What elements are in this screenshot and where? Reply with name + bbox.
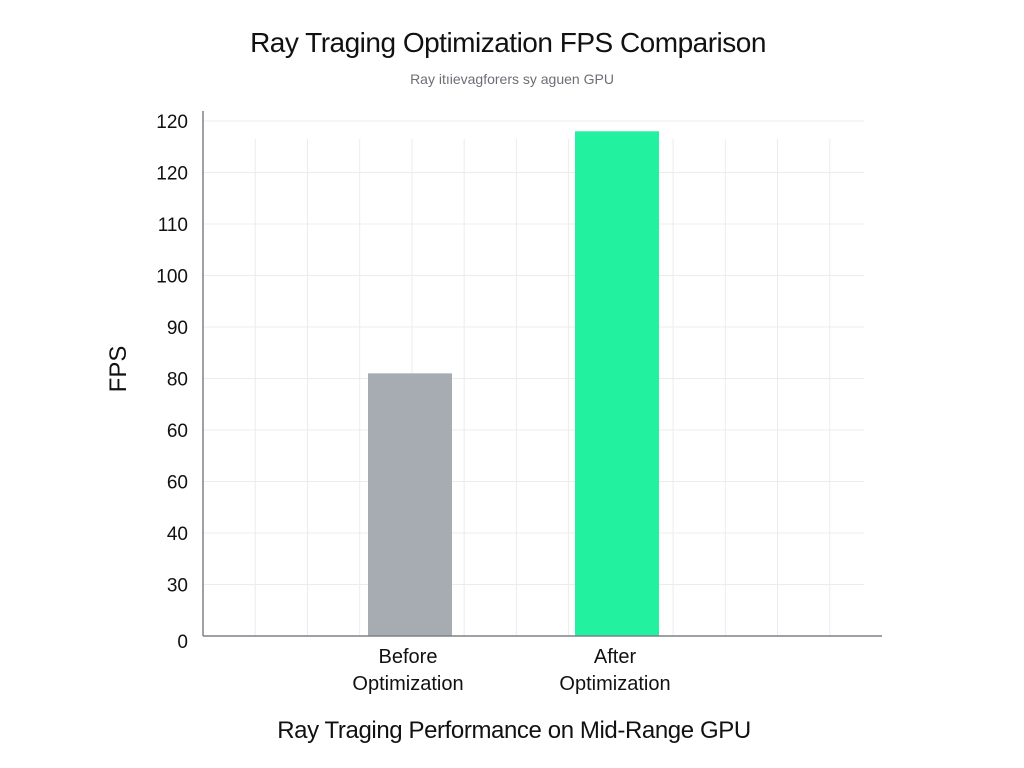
y-tick-label: 110	[158, 215, 188, 236]
grid	[203, 120, 864, 636]
y-tick-label: 40	[167, 524, 188, 545]
x-tick-label: Optimization	[352, 673, 463, 695]
y-tick-label: 60	[167, 473, 188, 494]
chart-title: Ray Traging Optimization FPS Comparison	[250, 27, 766, 58]
y-tick-labels: 0 30 40 60 60 80 90 100 110 120 120	[156, 112, 188, 653]
x-tick-label: Before	[379, 646, 438, 668]
x-tick-label: After	[594, 646, 637, 668]
x-tick-label: Optimization	[559, 673, 670, 695]
chart-subtitle: Ray itıievagforers sy aguen GPU	[410, 71, 614, 87]
bars	[368, 131, 659, 637]
bar-before-optimization	[368, 373, 452, 636]
y-tick-label: 30	[167, 576, 188, 597]
bar-after-optimization	[575, 131, 659, 637]
y-axis-label: FPS	[105, 346, 132, 393]
y-tick-label: 0	[177, 632, 188, 653]
x-tick-labels: Before Optimization After Optimization	[352, 646, 670, 695]
y-tick-label: 90	[167, 318, 188, 339]
axes	[202, 111, 882, 637]
y-tick-label: 80	[167, 370, 188, 391]
y-tick-label: 120	[156, 164, 188, 185]
y-tick-label: 100	[156, 267, 188, 288]
x-axis-label: Ray Traging Performance on Mid-Range GPU	[277, 717, 751, 744]
y-tick-label: 120	[156, 112, 188, 133]
y-tick-label: 60	[167, 421, 188, 442]
